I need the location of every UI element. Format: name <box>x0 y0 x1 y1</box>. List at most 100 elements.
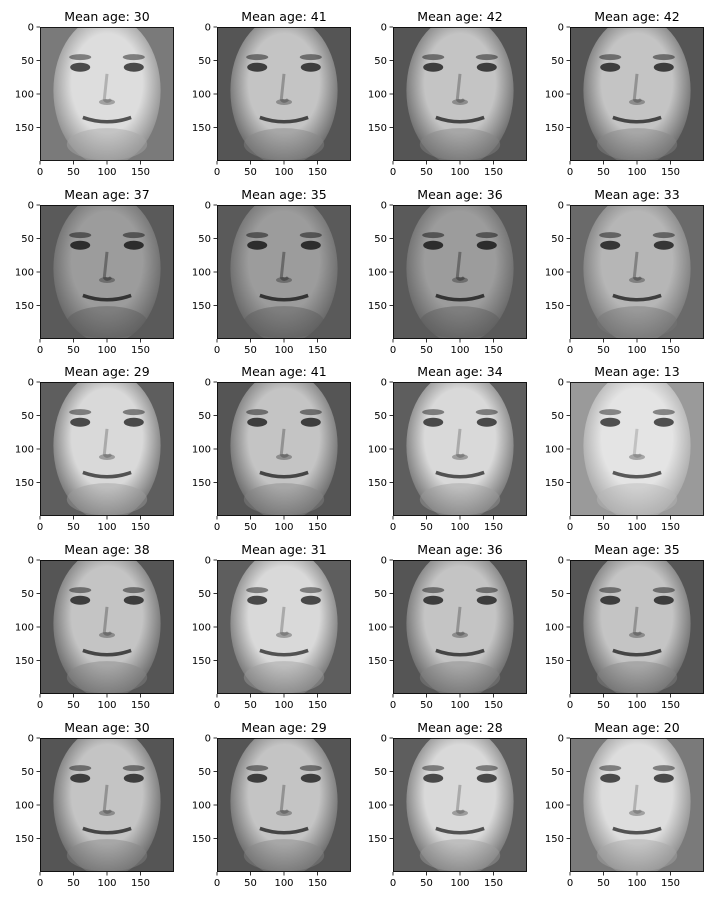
right-eye <box>476 595 497 605</box>
panel-title: Mean age: 42 <box>594 9 679 24</box>
nose <box>632 251 643 281</box>
right-eye <box>300 240 321 250</box>
left-eyebrow <box>69 232 92 239</box>
left-eye <box>423 773 444 783</box>
jaw-shading <box>596 128 678 161</box>
right-eyebrow <box>299 232 322 239</box>
nose <box>102 784 113 814</box>
x-tick-label: 100 <box>97 878 116 889</box>
x-tick-label: 100 <box>627 167 646 178</box>
face-image <box>570 382 704 516</box>
right-eyebrow <box>652 54 675 61</box>
face-shape <box>53 560 161 694</box>
y-tick-label: 150 <box>545 656 564 667</box>
y-tick-label: 150 <box>15 301 34 312</box>
y-tick-label: 100 <box>192 268 211 279</box>
mouth <box>259 470 309 479</box>
left-eyebrow <box>69 409 92 416</box>
y-tick-label: 50 <box>551 56 564 67</box>
axes-frame <box>393 27 527 161</box>
left-eye <box>423 62 444 72</box>
nostrils <box>276 454 292 461</box>
right-eyebrow <box>299 587 322 594</box>
right-eye <box>123 62 144 72</box>
right-eyebrow <box>652 587 675 594</box>
x-tick-label: 100 <box>97 167 116 178</box>
y-tick-label: 100 <box>368 445 387 456</box>
jaw-shading <box>243 661 325 694</box>
mouth <box>435 470 485 479</box>
x-tick-label: 150 <box>308 522 327 533</box>
right-eyebrow <box>475 409 498 416</box>
left-eye <box>600 773 621 783</box>
y-tick-label: 150 <box>545 478 564 489</box>
face-shape <box>583 560 691 694</box>
x-tick-label: 50 <box>67 700 80 711</box>
face-image <box>393 738 527 872</box>
x-tick-label: 0 <box>567 167 573 178</box>
x-tick-label: 100 <box>450 700 469 711</box>
y-tick-label: 150 <box>192 123 211 134</box>
right-eye <box>653 62 674 72</box>
axes-frame <box>393 382 527 516</box>
y-tick-label: 50 <box>374 56 387 67</box>
face-shape <box>583 382 691 516</box>
left-eyebrow <box>422 409 445 416</box>
x-tick-label: 0 <box>567 522 573 533</box>
face-shape <box>230 560 338 694</box>
jaw-shading <box>243 128 325 161</box>
x-tick-label: 100 <box>450 522 469 533</box>
left-eye <box>600 240 621 250</box>
y-tick-label: 0 <box>205 556 211 567</box>
face-panel: Mean age: 37 0 50 100 150 0 50 100 150 <box>15 187 174 356</box>
x-tick-label: 0 <box>37 878 43 889</box>
face-image <box>40 738 174 872</box>
y-tick-label: 0 <box>28 23 34 34</box>
x-tick-label: 150 <box>308 167 327 178</box>
right-eyebrow <box>299 409 322 416</box>
panel-title: Mean age: 29 <box>241 720 326 735</box>
y-tick-label: 50 <box>551 411 564 422</box>
x-tick-label: 0 <box>390 700 396 711</box>
x-tick-label: 100 <box>627 878 646 889</box>
left-eye <box>600 417 621 427</box>
right-eyebrow <box>475 232 498 239</box>
jaw-shading <box>596 839 678 872</box>
y-tick-label: 150 <box>192 656 211 667</box>
right-eye <box>476 417 497 427</box>
right-eyebrow <box>652 765 675 772</box>
face-image <box>570 205 704 339</box>
y-tick-label: 150 <box>368 478 387 489</box>
x-tick-label: 50 <box>67 878 80 889</box>
x-tick-label: 50 <box>597 878 610 889</box>
panel-title: Mean age: 13 <box>594 364 679 379</box>
face-panel: Mean age: 42 0 50 100 150 0 50 100 150 <box>545 9 704 178</box>
x-tick-label: 50 <box>244 345 257 356</box>
y-tick-label: 100 <box>15 90 34 101</box>
y-tick-label: 0 <box>28 201 34 212</box>
face-shape <box>53 27 161 161</box>
jaw-shading <box>419 128 501 161</box>
y-tick-label: 0 <box>381 23 387 34</box>
left-eye <box>247 417 268 427</box>
mouth <box>435 648 485 657</box>
right-eye <box>123 240 144 250</box>
x-tick-label: 100 <box>274 878 293 889</box>
x-tick-label: 50 <box>67 167 80 178</box>
mouth <box>612 826 662 835</box>
x-tick-label: 50 <box>420 167 433 178</box>
left-eye <box>247 595 268 605</box>
face-image <box>217 560 351 694</box>
x-tick-label: 100 <box>274 522 293 533</box>
x-tick-label: 100 <box>627 700 646 711</box>
mouth <box>612 293 662 302</box>
nostrils <box>452 99 468 106</box>
y-tick-label: 100 <box>192 801 211 812</box>
nose <box>455 428 466 458</box>
y-tick-label: 100 <box>15 445 34 456</box>
nostrils <box>99 277 115 284</box>
panel-title: Mean age: 33 <box>594 187 679 202</box>
axes-frame <box>40 382 174 516</box>
face-panel: Mean age: 41 0 50 100 150 0 50 100 150 <box>192 9 351 178</box>
